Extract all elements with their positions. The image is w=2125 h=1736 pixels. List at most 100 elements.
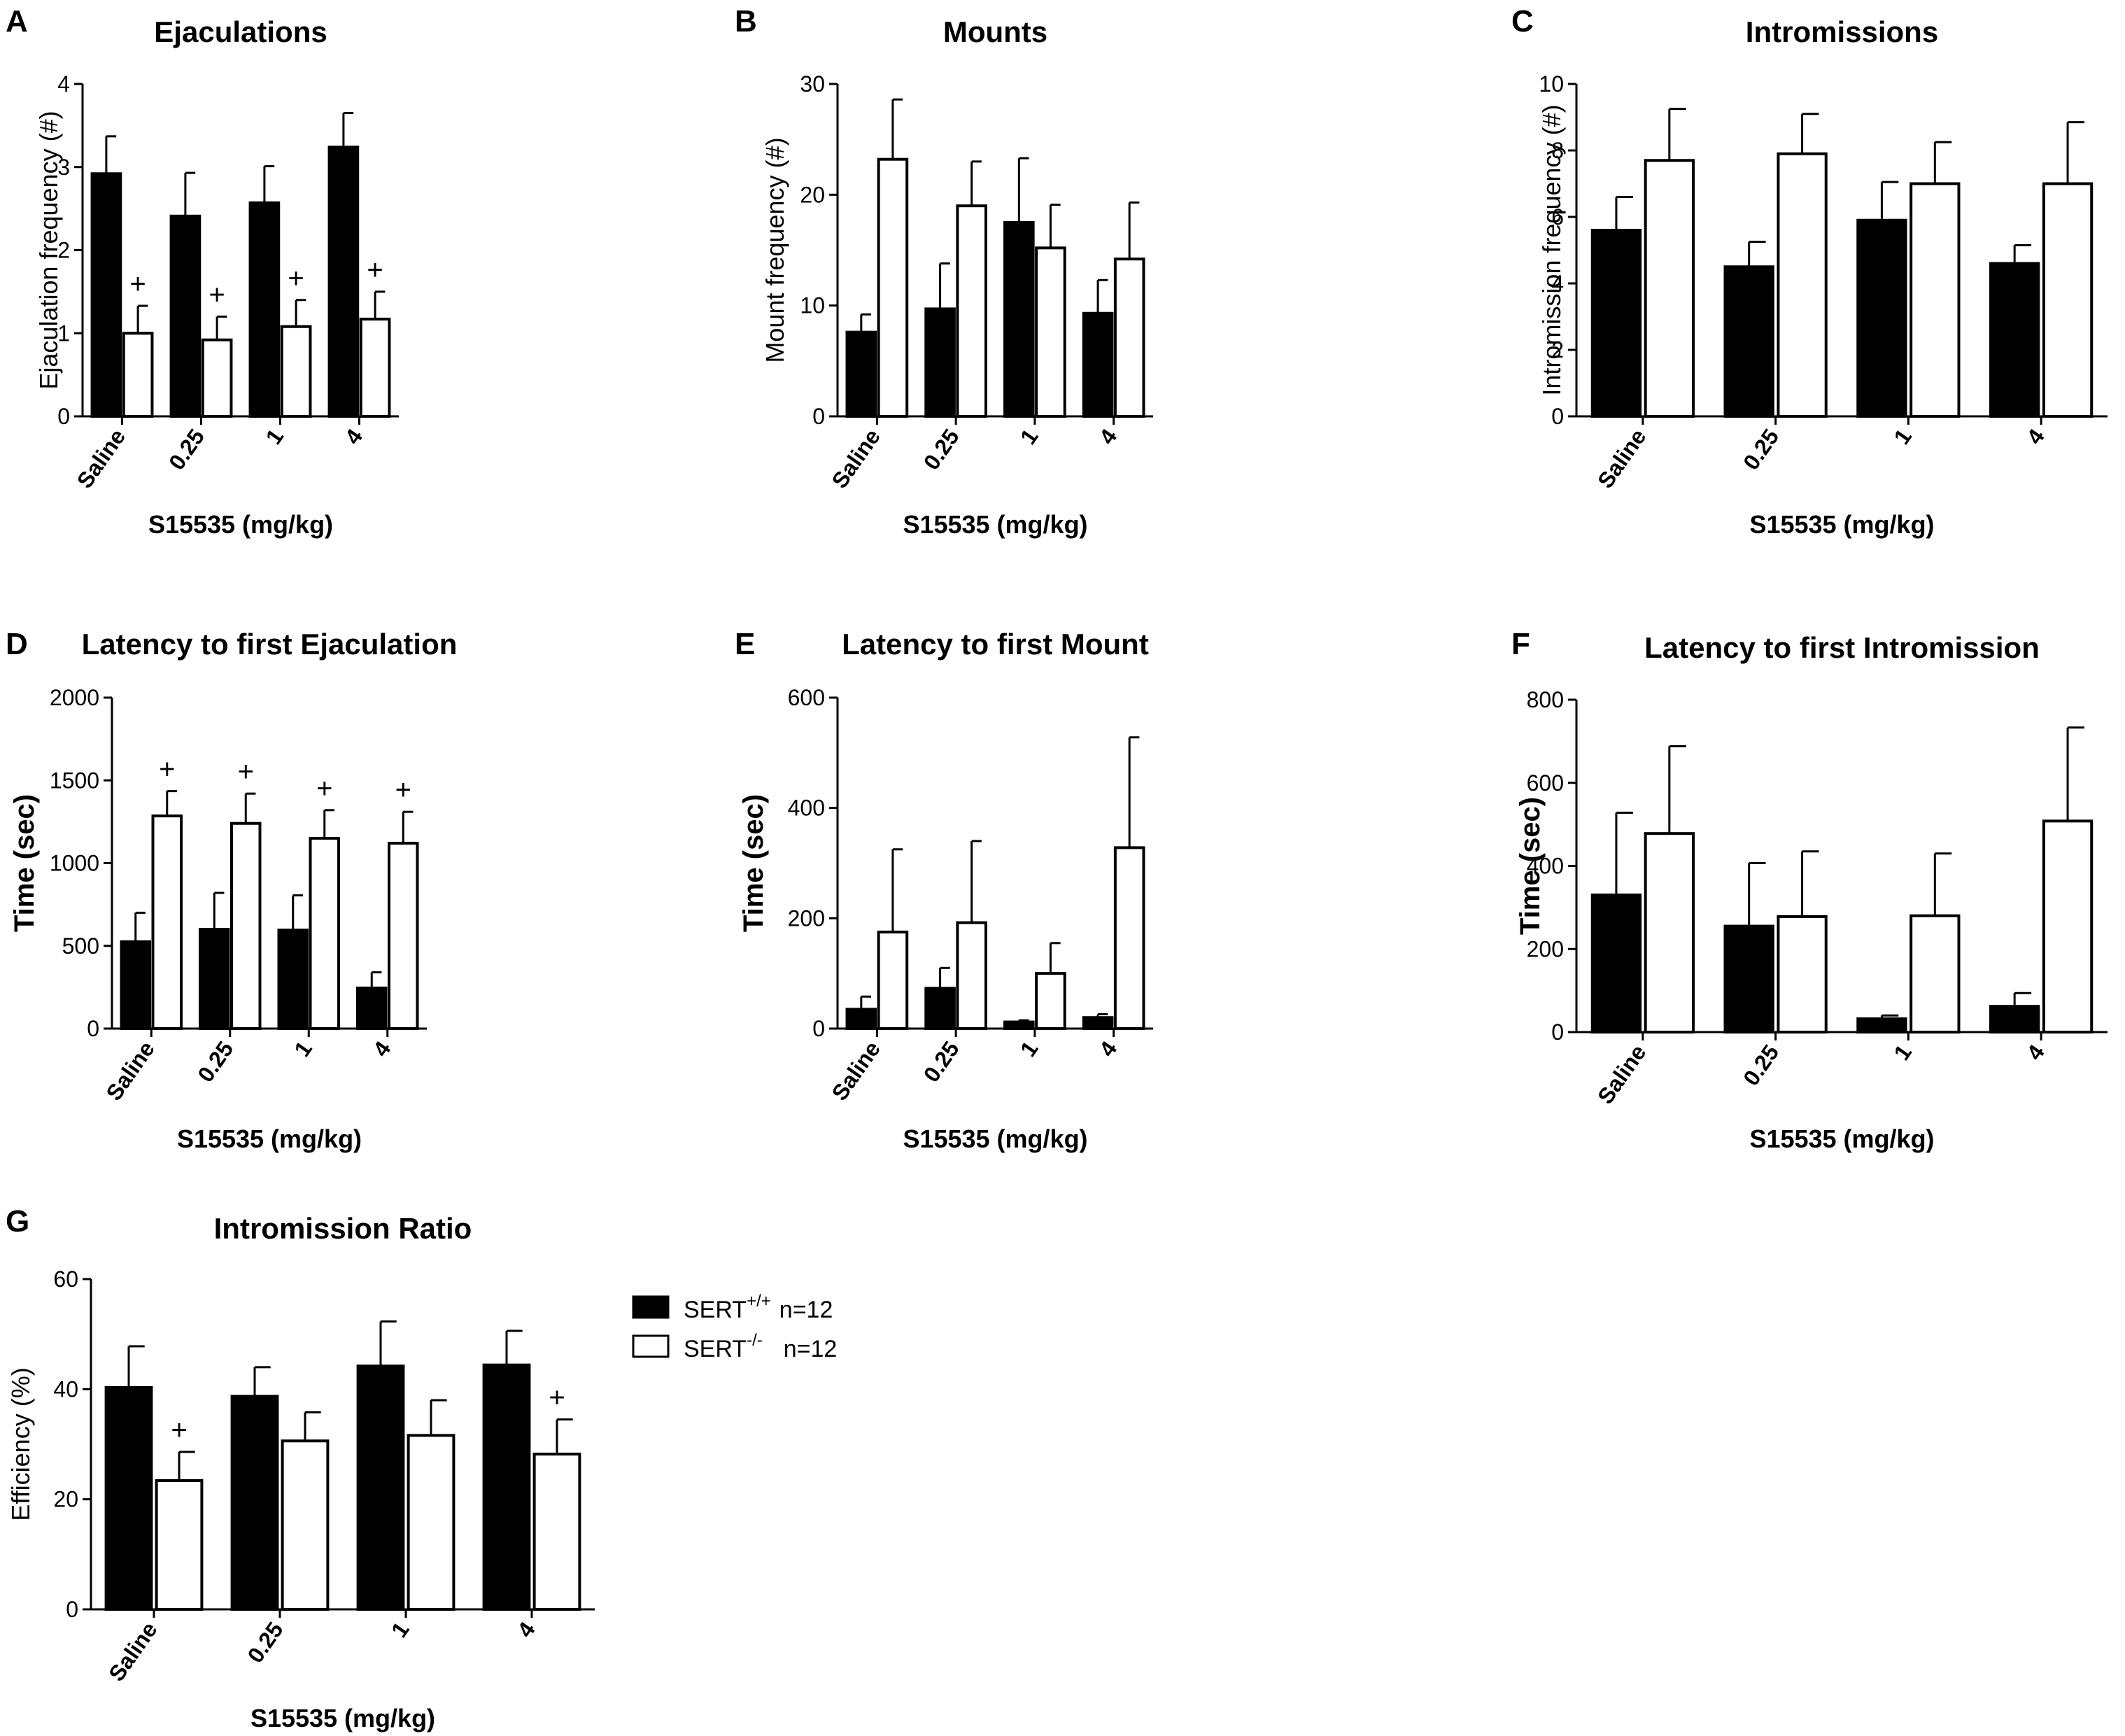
bar-sert-wt-0 bbox=[845, 330, 877, 418]
x-axis-label: S15535 (mg/kg) bbox=[250, 1704, 435, 1733]
significance-marker: + bbox=[209, 280, 225, 311]
panel-letter: C bbox=[1511, 4, 1534, 38]
panels: A Ejaculations Ejaculation frequency (#) 0 1… bbox=[6, 4, 2108, 1733]
x-tick-label: 4 bbox=[512, 1617, 540, 1642]
bar-sert-ko-1 bbox=[956, 921, 987, 1031]
bar-sert-ko-1 bbox=[956, 204, 987, 418]
bar-sert-ko-2 bbox=[1035, 246, 1066, 418]
x-tick-label: 4 bbox=[1094, 424, 1122, 449]
y-tick-label: 0 bbox=[87, 1016, 99, 1041]
x-tick-label: 0.25 bbox=[1738, 424, 1784, 474]
x-tick-label: Saline bbox=[72, 424, 131, 493]
chart-title: Mounts bbox=[943, 15, 1047, 48]
panel-e: E Latency to first Mount Time (sec) 0 200 400… bbox=[735, 627, 1153, 1153]
significance-marker: + bbox=[288, 263, 304, 294]
bar-sert-wt-1 bbox=[1723, 265, 1774, 418]
y-tick-label: 500 bbox=[62, 933, 99, 959]
bar-sert-ko-0 bbox=[151, 814, 183, 1031]
significance-marker: + bbox=[159, 754, 175, 785]
y-axis-label: Time (sec) bbox=[738, 794, 769, 932]
y-tick-label: 600 bbox=[1527, 770, 1564, 796]
bar-sert-wt-2 bbox=[1856, 1017, 1907, 1033]
bar-sert-wt-1 bbox=[1723, 924, 1774, 1033]
y-axis-label: Intromission frequency (#) bbox=[1537, 104, 1566, 395]
bar-sert-ko-3 bbox=[359, 318, 391, 418]
chart-title: Latency to first Ejaculation bbox=[82, 628, 458, 661]
x-tick-label: Saline bbox=[1593, 1040, 1651, 1108]
x-tick-label: Saline bbox=[104, 1617, 162, 1686]
bar-sert-ko-0 bbox=[1644, 832, 1695, 1033]
x-tick-label: 1 bbox=[261, 424, 289, 449]
bar-sert-wt-3 bbox=[1989, 262, 2040, 418]
chart-title: Latency to first Mount bbox=[842, 628, 1149, 661]
y-tick-label: 20 bbox=[800, 182, 825, 207]
x-axis-label: S15535 (mg/kg) bbox=[177, 1124, 362, 1153]
bar-sert-ko-1 bbox=[281, 1439, 330, 1611]
x-tick-label: Saline bbox=[1593, 424, 1651, 493]
x-tick-label: Saline bbox=[827, 1036, 886, 1105]
y-tick-label: 20 bbox=[53, 1487, 78, 1512]
y-axis-label: Mount frequency (#) bbox=[761, 137, 789, 362]
y-tick-label: 800 bbox=[1527, 687, 1564, 712]
bar-sert-ko-3 bbox=[2042, 819, 2094, 1033]
bar-sert-wt-3 bbox=[1082, 311, 1114, 418]
panel-letter: E bbox=[735, 627, 755, 661]
y-tick-label: 0 bbox=[812, 1016, 825, 1041]
x-tick-label: 4 bbox=[1094, 1036, 1122, 1061]
bar-sert-wt-3 bbox=[482, 1363, 531, 1611]
y-tick-label: 4 bbox=[1551, 271, 1564, 296]
y-tick-label: 1000 bbox=[50, 851, 99, 876]
y-tick-label: 60 bbox=[53, 1266, 78, 1292]
y-tick-label: 40 bbox=[53, 1376, 78, 1402]
bar-sert-wt-3 bbox=[1082, 1016, 1114, 1030]
bar-sert-ko-0 bbox=[122, 332, 154, 418]
bar-sert-wt-0 bbox=[90, 172, 122, 418]
significance-marker: + bbox=[171, 1415, 187, 1446]
bar-sert-wt-0 bbox=[120, 940, 151, 1031]
bar-sert-ko-3 bbox=[532, 1453, 581, 1611]
x-tick-label: 1 bbox=[1889, 424, 1916, 449]
x-tick-label: 0.25 bbox=[192, 1036, 238, 1087]
y-tick-label: 400 bbox=[1527, 854, 1564, 879]
y-axis-label: Efficiency (%) bbox=[6, 1367, 35, 1520]
bar-sert-wt-2 bbox=[1856, 218, 1907, 418]
y-tick-label: 0 bbox=[66, 1597, 78, 1622]
x-tick-label: 0.25 bbox=[243, 1617, 288, 1667]
bar-sert-wt-3 bbox=[356, 987, 388, 1030]
panel-c: C Intromissions Intromission frequency (#)… bbox=[1511, 4, 2108, 539]
panel-f: F Latency to first Intromission Time (sec)… bbox=[1511, 627, 2108, 1153]
bar-sert-ko-2 bbox=[407, 1434, 456, 1611]
significance-marker: + bbox=[549, 1383, 565, 1413]
chart-title: Intromission Ratio bbox=[214, 1212, 472, 1245]
x-axis-label: S15535 (mg/kg) bbox=[148, 510, 333, 539]
y-tick-label: 0 bbox=[57, 404, 70, 429]
y-tick-label: 1 bbox=[57, 320, 70, 346]
y-axis-label: Time (sec) bbox=[1515, 797, 1546, 935]
significance-marker: + bbox=[395, 775, 411, 805]
y-tick-label: 0 bbox=[812, 404, 825, 429]
bar-sert-ko-0 bbox=[1644, 159, 1695, 418]
significance-marker: + bbox=[129, 269, 146, 299]
x-tick-label: 0.25 bbox=[164, 424, 209, 474]
y-tick-label: 0 bbox=[1551, 1019, 1564, 1045]
bar-sert-ko-2 bbox=[1035, 972, 1066, 1030]
y-tick-label: 3 bbox=[57, 155, 70, 180]
bar-sert-ko-3 bbox=[1113, 257, 1145, 418]
x-tick-label: 1 bbox=[1015, 1036, 1043, 1061]
y-tick-label: 2000 bbox=[50, 685, 99, 710]
x-tick-label: 4 bbox=[368, 1036, 396, 1061]
bar-sert-wt-2 bbox=[356, 1364, 405, 1611]
bar-sert-ko-0 bbox=[877, 157, 909, 418]
panel-d: D Latency to first Ejaculation Time (sec) 0… bbox=[6, 627, 457, 1153]
bar-sert-wt-3 bbox=[1989, 1005, 2040, 1033]
y-tick-label: 4 bbox=[57, 71, 70, 97]
bar-sert-ko-3 bbox=[2042, 182, 2094, 418]
y-tick-label: 30 bbox=[800, 71, 825, 97]
bar-sert-ko-2 bbox=[280, 325, 312, 418]
bar-sert-wt-1 bbox=[924, 987, 956, 1030]
x-tick-label: 4 bbox=[2021, 424, 2049, 449]
bar-sert-wt-2 bbox=[248, 201, 281, 418]
x-axis-label: S15535 (mg/kg) bbox=[903, 1124, 1087, 1153]
bar-sert-wt-2 bbox=[1003, 220, 1035, 418]
